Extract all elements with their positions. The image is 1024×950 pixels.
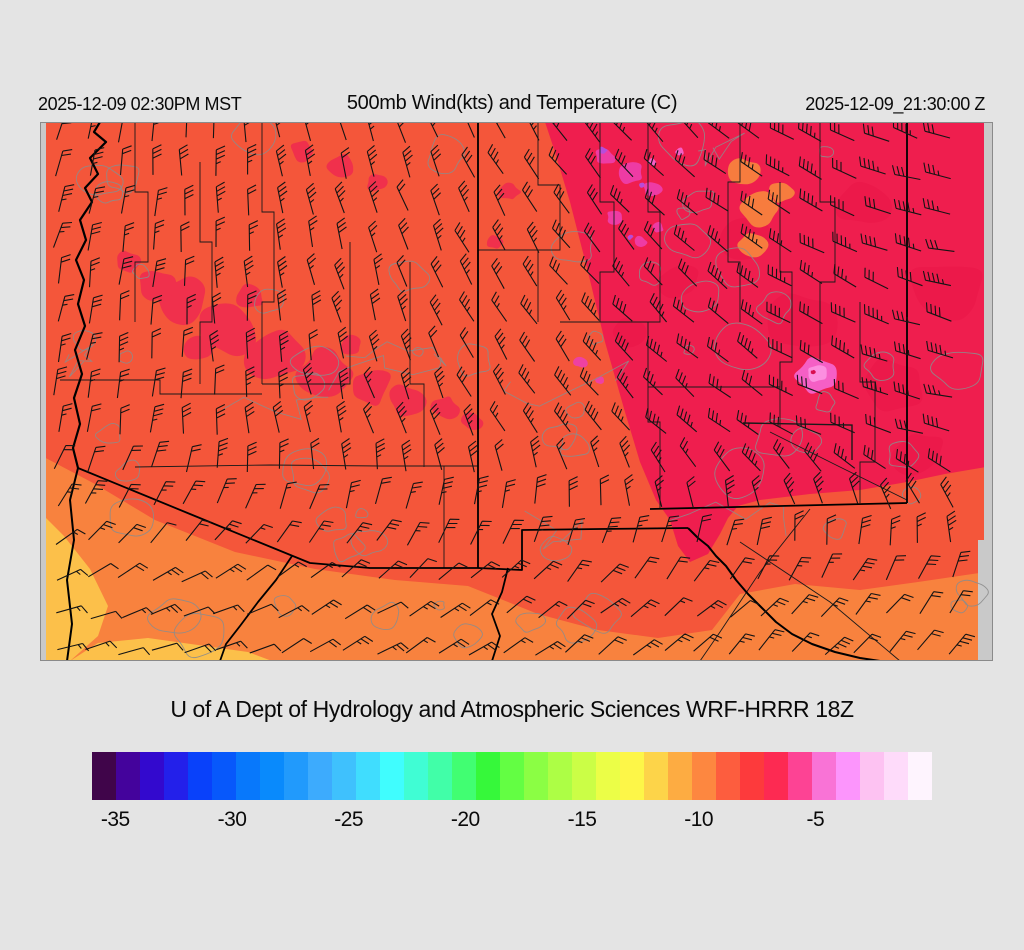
colorbar-cell bbox=[740, 752, 764, 800]
source-caption: U of A Dept of Hydrology and Atmospheric… bbox=[170, 696, 854, 722]
colorbar-cell bbox=[332, 752, 356, 800]
az-mexico-border bbox=[77, 467, 478, 569]
colorbar-cell bbox=[620, 752, 644, 800]
colorbar-cell bbox=[572, 752, 596, 800]
colorbar-tick-label: -20 bbox=[450, 808, 480, 831]
colorbar-cell bbox=[452, 752, 476, 800]
colorbar-cell bbox=[548, 752, 572, 800]
river-south-3 bbox=[491, 567, 509, 661]
plot-title: 500mb Wind(kts) and Temperature (C) bbox=[346, 92, 678, 114]
colorbar-cell bbox=[524, 752, 548, 800]
colorbar-tick-label: -30 bbox=[217, 808, 247, 831]
colorbar-cell bbox=[812, 752, 836, 800]
colorbar-cell bbox=[212, 752, 236, 800]
colorbar-tick-label: -5 bbox=[806, 808, 825, 831]
colorbar-cell bbox=[380, 752, 404, 800]
pink-spot-core bbox=[810, 369, 816, 375]
map-frame bbox=[40, 122, 993, 661]
colorbar-cell bbox=[596, 752, 620, 800]
colorbar-cell bbox=[644, 752, 668, 800]
crimson-speckle-band bbox=[117, 140, 522, 431]
colorbar-cell bbox=[188, 752, 212, 800]
colorbar-cell bbox=[692, 752, 716, 800]
colorbar-tick-labels: -35 -30 -25 -20 -15 -10 -5 bbox=[92, 808, 932, 838]
weather-map-canvas bbox=[40, 122, 993, 661]
colorado-river bbox=[71, 122, 108, 469]
colorbar-cell bbox=[140, 752, 164, 800]
colorbar-tick-label: -35 bbox=[100, 808, 130, 831]
colorbar-cell bbox=[236, 752, 260, 800]
valid-time-utc: 2025-12-09_21:30:00 Z bbox=[805, 94, 985, 114]
colorbar-cell bbox=[668, 752, 692, 800]
colorbar-cell bbox=[404, 752, 428, 800]
colorbar-tick-label: -25 bbox=[334, 808, 364, 831]
rio-grande bbox=[687, 527, 881, 661]
colorbar-cell bbox=[764, 752, 788, 800]
colorbar-cell bbox=[284, 752, 308, 800]
colorbar-cell bbox=[836, 752, 860, 800]
colorbar-cell bbox=[788, 752, 812, 800]
colorbar-tick-label: -10 bbox=[684, 808, 714, 831]
colorbar-cell bbox=[428, 752, 452, 800]
colorbar-cell bbox=[164, 752, 188, 800]
colorbar bbox=[92, 752, 932, 800]
colorbar-cell bbox=[476, 752, 500, 800]
colorbar-cell bbox=[860, 752, 884, 800]
violet-dots bbox=[599, 146, 645, 240]
colorbar-cell bbox=[716, 752, 740, 800]
colorbar-cell bbox=[260, 752, 284, 800]
colorbar-cell bbox=[308, 752, 332, 800]
colorbar-cell bbox=[908, 752, 932, 800]
map-area bbox=[40, 122, 993, 661]
nodata-strips bbox=[40, 122, 993, 661]
pink-spot-inner bbox=[808, 365, 827, 382]
colorbar-cell bbox=[92, 752, 116, 800]
colorbar-tick-label: -15 bbox=[567, 808, 597, 831]
nm-tx-32n-border bbox=[649, 502, 908, 510]
wind-barbs bbox=[52, 122, 976, 656]
colorbar-cell bbox=[116, 752, 140, 800]
colorbar-cell bbox=[884, 752, 908, 800]
yellow-southwest-corner bbox=[40, 512, 108, 661]
valid-time-local: 2025-12-09 02:30PM MST bbox=[38, 94, 242, 114]
colorbar-cell bbox=[500, 752, 524, 800]
colorbar-cell bbox=[356, 752, 380, 800]
river-south-1 bbox=[66, 467, 79, 661]
